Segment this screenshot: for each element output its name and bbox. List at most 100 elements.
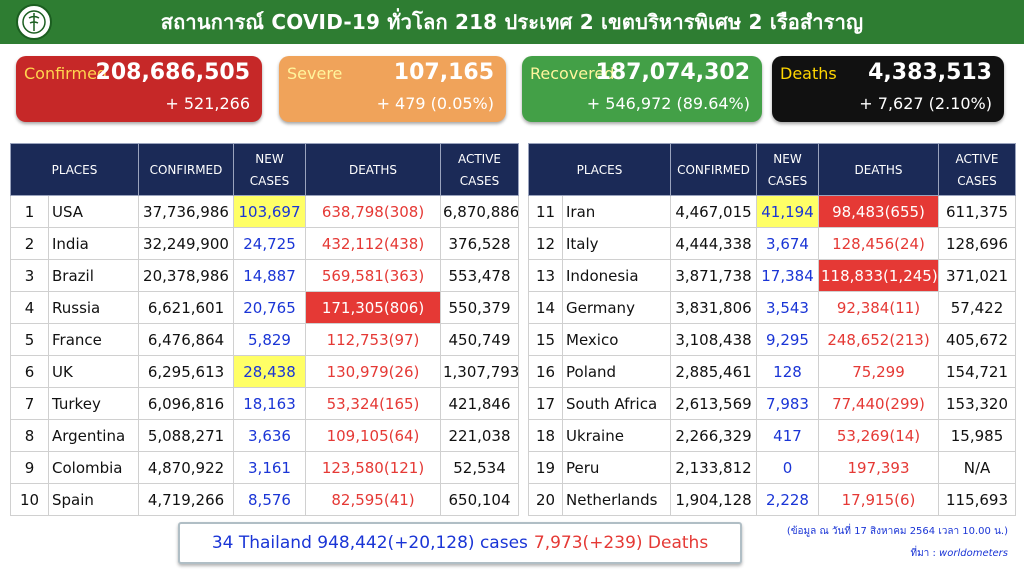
- deaths-header: DEATHS: [818, 143, 939, 196]
- active-cases-cell: 6,870,886: [440, 195, 519, 228]
- active-cases-cell: 153,320: [938, 387, 1016, 420]
- rank-cell: 18: [528, 419, 563, 452]
- place-cell: Iran: [562, 195, 671, 228]
- places-header: PLACES: [528, 143, 671, 196]
- new-cases-cell: 2,228: [756, 483, 819, 516]
- deaths-value: 4,383,513: [868, 60, 992, 85]
- active-cases-cell: N/A: [938, 451, 1016, 484]
- new-cases-cell: 24,725: [233, 227, 306, 260]
- active-cases-cell: 421,846: [440, 387, 519, 420]
- source-label: ที่มา :: [910, 548, 936, 559]
- table-row: 7 Turkey 6,096,816 18,163 53,324(165) 421,846: [10, 387, 519, 420]
- confirmed-cell: 32,249,900: [138, 227, 234, 260]
- deaths-cell: 17,915(6): [818, 483, 939, 516]
- active-cases-cell: 115,693: [938, 483, 1016, 516]
- deaths-label: Deaths: [780, 64, 837, 83]
- confirmed-cell: 2,133,812: [670, 451, 757, 484]
- confirmed-cell: 2,613,569: [670, 387, 757, 420]
- table-row: 15 Mexico 3,108,438 9,295 248,652(213) 405,67…: [528, 323, 1016, 356]
- active-cases-cell: 221,038: [440, 419, 519, 452]
- place-cell: Poland: [562, 355, 671, 388]
- active-cases-cell: 450,749: [440, 323, 519, 356]
- deaths-cell: 130,979(26): [305, 355, 441, 388]
- rank-cell: 3: [10, 259, 49, 292]
- active-cases-cell: 376,528: [440, 227, 519, 260]
- place-cell: Germany: [562, 291, 671, 324]
- place-cell: Italy: [562, 227, 671, 260]
- table-row: 11 Iran 4,467,015 41,194 98,483(655) 611,375: [528, 195, 1016, 228]
- rank-cell: 20: [528, 483, 563, 516]
- header-bar: สถานการณ์ COVID-19 ทั่วโลก 218 ประเทศ 2 …: [0, 0, 1024, 44]
- table-row: 6 UK 6,295,613 28,438 130,979(26) 1,307,793: [10, 355, 519, 388]
- confirmed-cell: 4,719,266: [138, 483, 234, 516]
- deaths-cell: 118,833(1,245): [818, 259, 939, 292]
- new-cases-cell: 0: [756, 451, 819, 484]
- table-row: 3 Brazil 20,378,986 14,887 569,581(363) 553,4…: [10, 259, 519, 292]
- confirmed-cell: 3,871,738: [670, 259, 757, 292]
- confirmed-label: Confirmed: [24, 64, 108, 83]
- active-cases-cell: 1,307,793: [440, 355, 519, 388]
- rank-cell: 1: [10, 195, 49, 228]
- place-cell: France: [48, 323, 139, 356]
- active-cases-header: ACTIVE CASES: [440, 143, 519, 196]
- deaths-cell: 109,105(64): [305, 419, 441, 452]
- table-row: 20 Netherlands 1,904,128 2,228 17,915(6) 115,…: [528, 483, 1016, 516]
- deaths-cell: 53,269(14): [818, 419, 939, 452]
- new-cases-cell: 103,697: [233, 195, 306, 228]
- new-cases-cell: 17,384: [756, 259, 819, 292]
- thailand-cases: 34 Thailand 948,442(+20,128) cases: [211, 533, 528, 553]
- rank-cell: 14: [528, 291, 563, 324]
- place-cell: Mexico: [562, 323, 671, 356]
- new-cases-cell: 41,194: [756, 195, 819, 228]
- confirmed-cell: 2,885,461: [670, 355, 757, 388]
- table-row: 17 South Africa 2,613,569 7,983 77,440(299) 1…: [528, 387, 1016, 420]
- place-cell: Turkey: [48, 387, 139, 420]
- table-row: 10 Spain 4,719,266 8,576 82,595(41) 650,104: [10, 483, 519, 516]
- place-cell: UK: [48, 355, 139, 388]
- place-cell: USA: [48, 195, 139, 228]
- place-cell: Indonesia: [562, 259, 671, 292]
- new-cases-header: NEW CASES: [233, 143, 306, 196]
- table-row: 18 Ukraine 2,266,329 417 53,269(14) 15,985: [528, 419, 1016, 452]
- place-cell: Argentina: [48, 419, 139, 452]
- active-cases-cell: 405,672: [938, 323, 1016, 356]
- confirmed-cell: 3,831,806: [670, 291, 757, 324]
- rank-cell: 7: [10, 387, 49, 420]
- table-row: 2 India 32,249,900 24,725 432,112(438) 376,52…: [10, 227, 519, 260]
- new-cases-cell: 3,636: [233, 419, 306, 452]
- rank-cell: 11: [528, 195, 563, 228]
- table-row: 8 Argentina 5,088,271 3,636 109,105(64) 221,0…: [10, 419, 519, 452]
- rank-cell: 9: [10, 451, 49, 484]
- severe-delta: + 479 (0.05%): [376, 94, 494, 113]
- table-row: 13 Indonesia 3,871,738 17,384 118,833(1,245)…: [528, 259, 1016, 292]
- page-title: สถานการณ์ COVID-19 ทั่วโลก 218 ประเทศ 2 …: [160, 10, 864, 34]
- new-cases-cell: 3,674: [756, 227, 819, 260]
- place-cell: India: [48, 227, 139, 260]
- table-row: 16 Poland 2,885,461 128 75,299 154,721: [528, 355, 1016, 388]
- active-cases-header: ACTIVE CASES: [938, 143, 1016, 196]
- thailand-summary: 34 Thailand 948,442(+20,128) cases 7,973…: [178, 522, 742, 564]
- source-name: worldometers: [939, 548, 1008, 559]
- active-cases-cell: 128,696: [938, 227, 1016, 260]
- rank-cell: 8: [10, 419, 49, 452]
- table-row: 4 Russia 6,621,601 20,765 171,305(806) 550,37…: [10, 291, 519, 324]
- place-cell: Spain: [48, 483, 139, 516]
- severe-value: 107,165: [393, 60, 494, 85]
- confirmed-cell: 2,266,329: [670, 419, 757, 452]
- table-row: 9 Colombia 4,870,922 3,161 123,580(121) 52,53…: [10, 451, 519, 484]
- severe-label: Severe: [287, 64, 343, 83]
- rank-cell: 2: [10, 227, 49, 260]
- confirmed-value: 208,686,505: [95, 60, 250, 85]
- deaths-cell: 53,324(165): [305, 387, 441, 420]
- deaths-card: Deaths 4,383,513 + 7,627 (2.10%): [772, 56, 1004, 122]
- new-cases-cell: 20,765: [233, 291, 306, 324]
- new-cases-cell: 128: [756, 355, 819, 388]
- confirmed-cell: 4,444,338: [670, 227, 757, 260]
- table-row: 1 USA 37,736,986 103,697 638,798(308) 6,870,8…: [10, 195, 519, 228]
- recovered-label: Recovered: [530, 64, 615, 83]
- confirmed-header: CONFIRMED: [670, 143, 757, 196]
- thailand-deaths: 7,973(+239) Deaths: [533, 533, 709, 553]
- confirmed-cell: 4,467,015: [670, 195, 757, 228]
- deaths-cell: 75,299: [818, 355, 939, 388]
- rank-cell: 4: [10, 291, 49, 324]
